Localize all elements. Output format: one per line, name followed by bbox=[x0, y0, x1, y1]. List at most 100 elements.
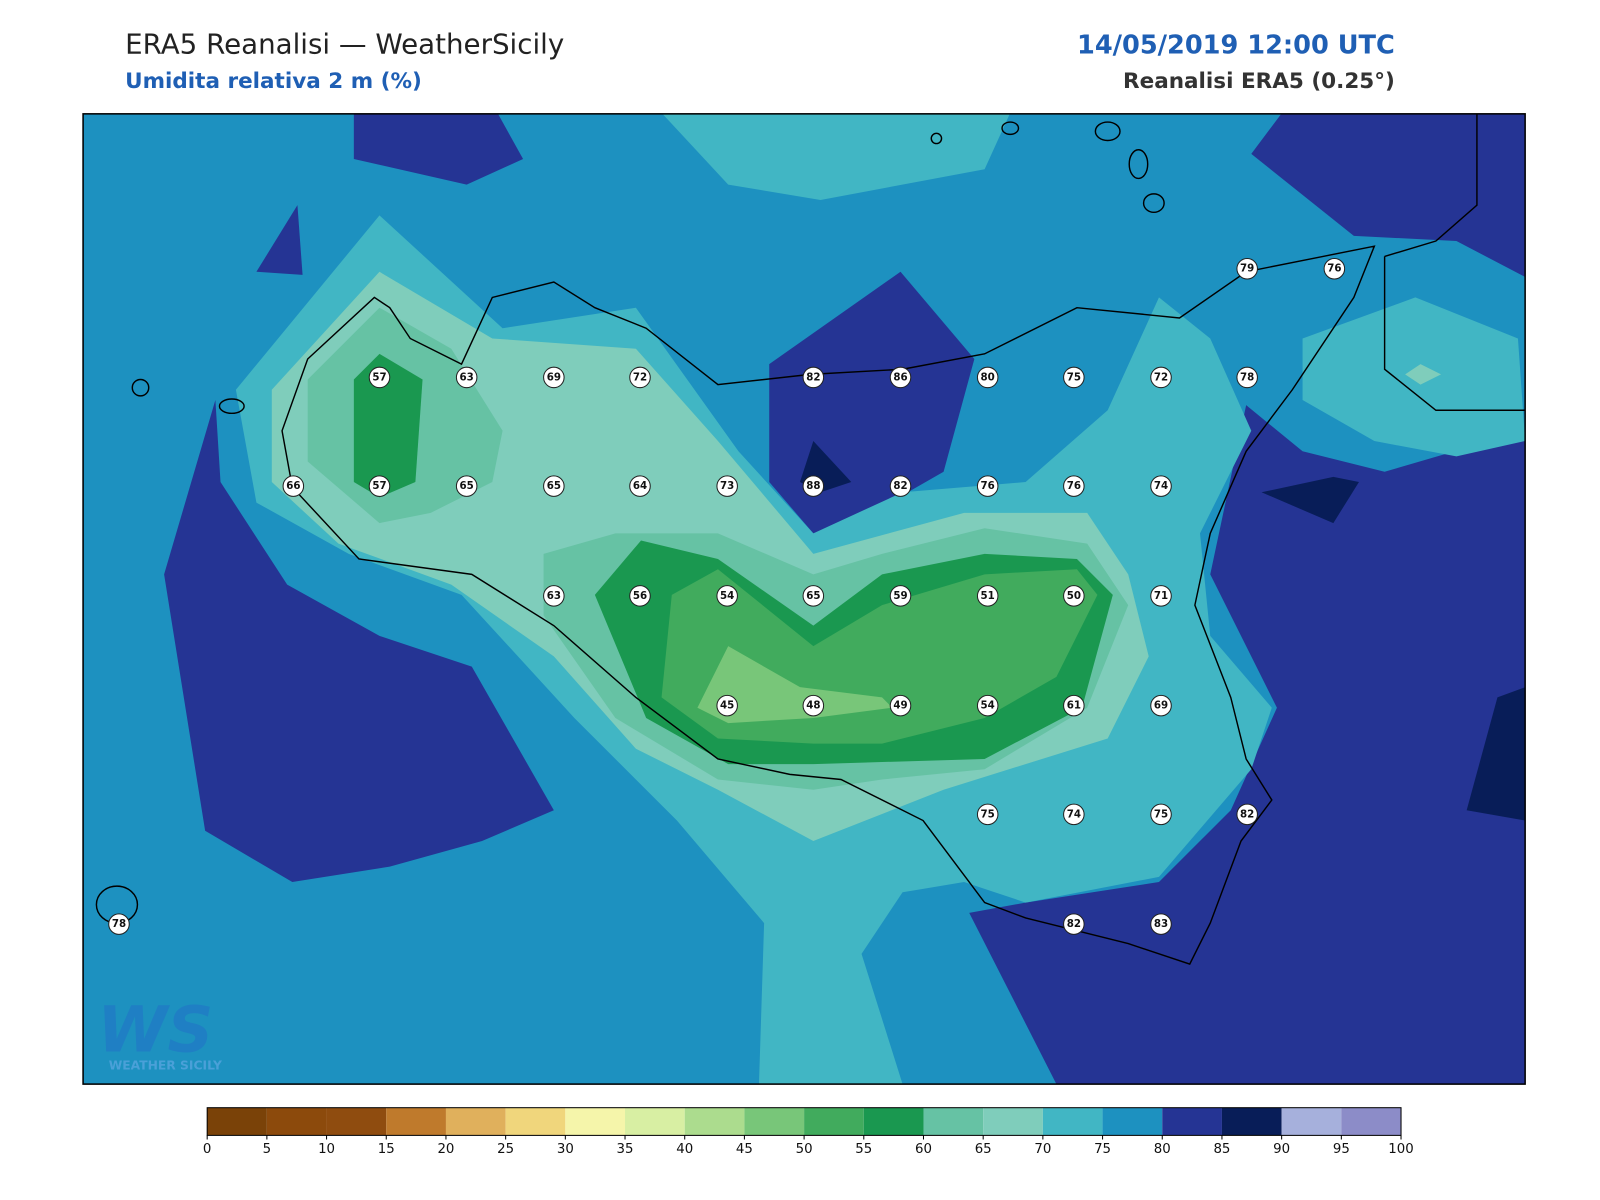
station-label: 83 bbox=[1154, 918, 1168, 930]
station-label: 72 bbox=[1154, 371, 1168, 383]
station-label: 86 bbox=[893, 371, 907, 383]
station-label: 79 bbox=[1240, 263, 1254, 275]
station-marker bbox=[1063, 803, 1085, 826]
colorbar-bin bbox=[983, 1107, 1043, 1136]
island bbox=[1094, 121, 1121, 142]
logo-mark: WS bbox=[97, 992, 213, 1066]
station-marker bbox=[1150, 366, 1172, 389]
station-marker bbox=[802, 585, 825, 607]
colorbar-bin bbox=[445, 1107, 506, 1136]
colorbar: 0 5 10 15 20 25 30 35 40 45 50 55 60 65 70 75 80 85 90 95 10… bbox=[203, 1107, 1414, 1157]
station-marker bbox=[368, 366, 391, 389]
station-label: 54 bbox=[981, 700, 995, 712]
station-label: 63 bbox=[547, 590, 561, 602]
station-label: 66 bbox=[286, 480, 300, 492]
station-label: 82 bbox=[1067, 918, 1081, 930]
colorbar-bin bbox=[1281, 1107, 1342, 1136]
station-marker bbox=[543, 475, 565, 497]
station-marker bbox=[802, 694, 825, 717]
station-label: 82 bbox=[1240, 808, 1254, 820]
island bbox=[1142, 193, 1165, 214]
colorbar-bin bbox=[744, 1107, 805, 1136]
station-label: 45 bbox=[720, 700, 734, 712]
island bbox=[131, 378, 150, 397]
colorbar-bin bbox=[625, 1107, 685, 1136]
colorbar-bin bbox=[1221, 1107, 1282, 1136]
station-label: 51 bbox=[981, 590, 995, 602]
colorbar-bin bbox=[804, 1107, 864, 1136]
station-marker bbox=[543, 366, 565, 389]
station-marker bbox=[1236, 803, 1258, 826]
colorbar-tick-label: 35 bbox=[617, 1142, 634, 1157]
station-marker bbox=[716, 585, 738, 607]
contour-fill bbox=[256, 205, 303, 275]
station-marker bbox=[1063, 366, 1085, 389]
station-marker bbox=[1150, 475, 1172, 497]
station-marker bbox=[1150, 694, 1172, 717]
station-marker bbox=[802, 366, 825, 389]
station-label: 75 bbox=[981, 808, 995, 820]
colorbar-bin bbox=[863, 1107, 924, 1136]
station-marker bbox=[543, 585, 565, 607]
colorbar-tick-label: 10 bbox=[318, 1142, 335, 1157]
station-marker bbox=[976, 694, 999, 717]
station-label: 76 bbox=[1067, 480, 1081, 492]
station-label: 75 bbox=[1154, 808, 1168, 820]
title: ERA5 Reanalisi — WeatherSicily bbox=[125, 27, 564, 60]
source: Reanalisi ERA5 (0.25°) bbox=[1123, 69, 1395, 94]
station-marker bbox=[716, 694, 738, 717]
contour-fill bbox=[164, 400, 554, 883]
colorbar-bin bbox=[1042, 1107, 1103, 1136]
station-marker bbox=[976, 366, 999, 389]
contour-fill bbox=[353, 113, 524, 185]
colorbar-tick-label: 55 bbox=[855, 1142, 872, 1157]
station-label: 82 bbox=[893, 480, 907, 492]
station-label: 56 bbox=[633, 590, 647, 602]
station-label: 64 bbox=[633, 480, 647, 492]
station-label: 75 bbox=[1067, 371, 1081, 383]
station-marker bbox=[1150, 913, 1172, 935]
station-label: 48 bbox=[806, 700, 820, 712]
station-marker bbox=[629, 585, 651, 607]
logo: WS WEATHER SICILY bbox=[97, 992, 223, 1072]
colorbar-tick-label: 45 bbox=[736, 1142, 753, 1157]
station-label: 76 bbox=[1327, 263, 1341, 275]
station-marker bbox=[889, 585, 912, 607]
station-label: 73 bbox=[720, 480, 734, 492]
colorbar-bin bbox=[1162, 1107, 1222, 1136]
station-marker bbox=[629, 475, 651, 497]
island bbox=[930, 132, 943, 145]
station-marker bbox=[455, 475, 478, 497]
station-label: 63 bbox=[460, 371, 474, 383]
map-frame bbox=[82, 113, 1526, 1085]
logo-text: WEATHER SICILY bbox=[109, 1059, 223, 1073]
colorbar-tick-label: 80 bbox=[1154, 1142, 1171, 1157]
station-label: 65 bbox=[806, 590, 820, 602]
colorbar-bin bbox=[207, 1107, 267, 1136]
contour-fill bbox=[662, 113, 1010, 200]
colorbar-tick-label: 25 bbox=[497, 1142, 514, 1157]
colorbar-bin bbox=[386, 1107, 446, 1136]
island bbox=[218, 398, 245, 415]
station-marker bbox=[1236, 366, 1258, 389]
station-label: 59 bbox=[893, 590, 907, 602]
station-marker bbox=[976, 585, 999, 607]
colorbar-tick-label: 85 bbox=[1213, 1142, 1230, 1157]
colorbar-bin bbox=[505, 1107, 566, 1136]
island bbox=[1001, 121, 1020, 136]
station-label: 69 bbox=[547, 371, 561, 383]
station-marker bbox=[108, 913, 130, 935]
colorbar-bin bbox=[326, 1107, 387, 1136]
station-label: 74 bbox=[1067, 808, 1081, 820]
colorbar-tick-label: 50 bbox=[796, 1142, 813, 1157]
station-label: 78 bbox=[112, 918, 126, 930]
contour-fill bbox=[969, 405, 1526, 1085]
station-marker bbox=[976, 803, 999, 826]
station-label: 80 bbox=[981, 371, 995, 383]
colorbar-bin bbox=[565, 1107, 626, 1136]
station-label: 65 bbox=[460, 480, 474, 492]
station-marker bbox=[1063, 585, 1085, 607]
station-marker bbox=[889, 475, 912, 497]
stations: 79 76 57 63 69 72 82 86 80 75 72 78 66 57 65 65 64 73 88 82… bbox=[108, 257, 1346, 935]
colorbar-bin bbox=[684, 1107, 745, 1136]
